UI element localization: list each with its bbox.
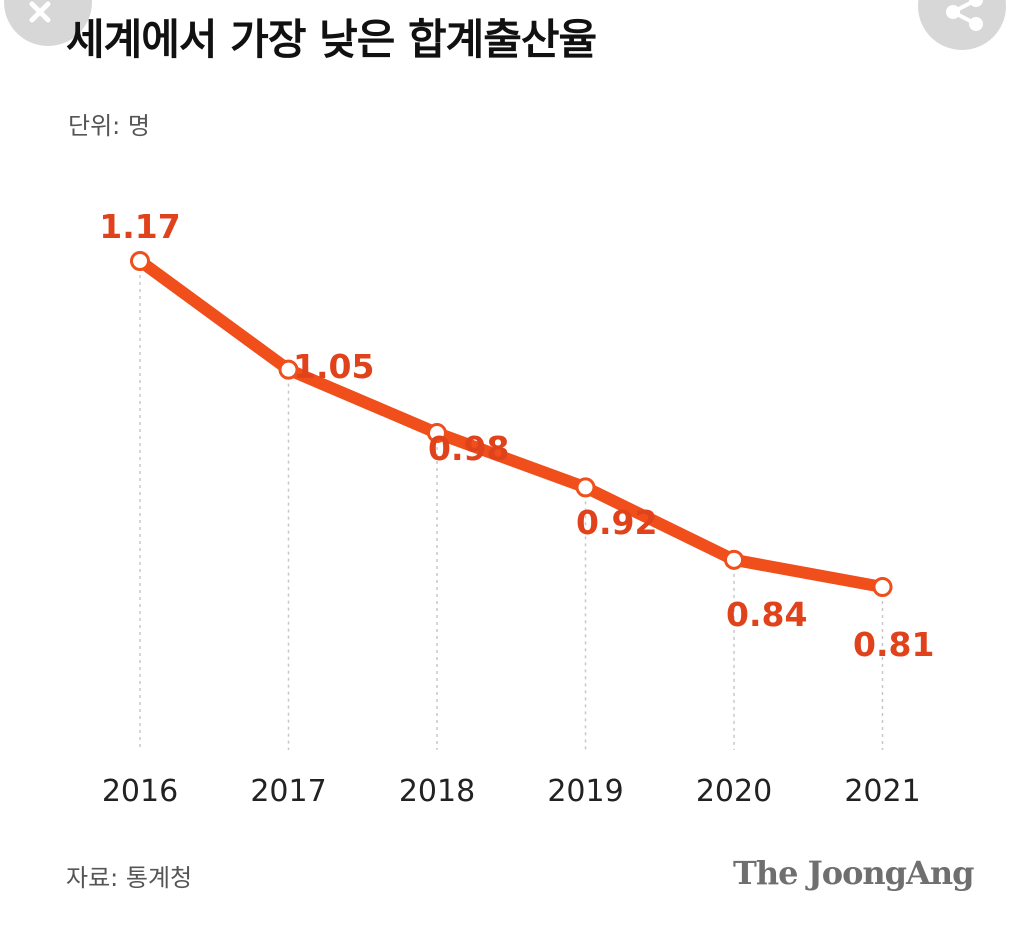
unit-label: 단위: 명 <box>68 112 150 140</box>
data-label-2017: 1.05 <box>293 347 374 386</box>
data-label-2020: 0.84 <box>726 595 807 634</box>
data-point-2017 <box>278 359 299 380</box>
data-label-2018: 0.98 <box>428 429 509 468</box>
data-point-2020 <box>724 549 744 570</box>
data-label-2016: 1.17 <box>99 207 180 246</box>
publisher-logo: The JoongAng <box>733 854 975 892</box>
close-icon <box>29 1 51 23</box>
x-tick-label-2019: 2019 <box>547 774 623 809</box>
share-button[interactable] <box>918 0 1006 50</box>
x-tick-label-2016: 2016 <box>102 774 178 809</box>
source-label: 자료: 통계청 <box>66 864 193 892</box>
data-point-2021 <box>872 577 893 597</box>
share-icon <box>946 0 983 31</box>
x-tick-label-2018: 2018 <box>399 774 475 809</box>
data-point-2016 <box>130 251 150 271</box>
data-point-2019 <box>575 477 596 498</box>
x-tick-label-2021: 2021 <box>844 774 920 809</box>
data-label-2021: 0.81 <box>853 625 934 664</box>
x-tick-label-2020: 2020 <box>696 774 772 809</box>
data-point-2018 <box>427 423 447 444</box>
x-tick-label-2017: 2017 <box>250 774 326 809</box>
series-line <box>134 255 889 593</box>
close-button[interactable] <box>4 0 92 46</box>
chart-title: 세계에서 가장 낮은 합계출산율 <box>66 15 597 64</box>
data-label-2019: 0.92 <box>576 503 657 542</box>
